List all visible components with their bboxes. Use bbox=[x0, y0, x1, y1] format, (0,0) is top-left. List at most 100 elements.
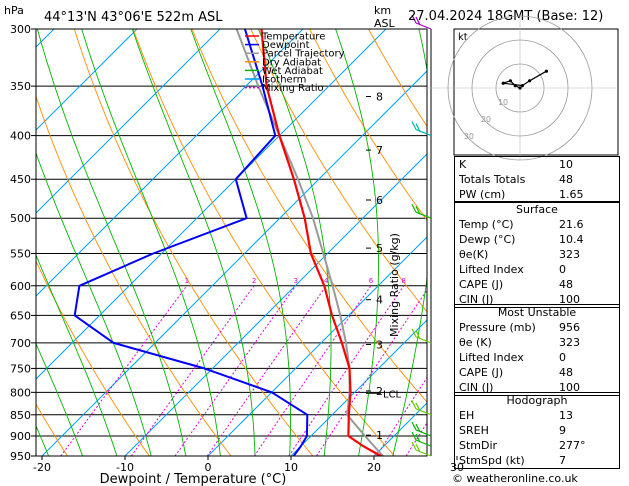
dry-adiabat bbox=[73, 29, 314, 456]
pressure-tick-label: 700 bbox=[10, 337, 31, 350]
legend-label: Dry Adiabat bbox=[262, 57, 321, 68]
plot-frame bbox=[35, 28, 428, 457]
hodograph-ring-label: 10 bbox=[498, 98, 508, 107]
index-row-totals: Totals Totals 48 bbox=[459, 173, 573, 186]
wind-barb bbox=[411, 421, 432, 437]
isotherm-line bbox=[36, 29, 138, 131]
asl-unit-label: ASL bbox=[374, 17, 396, 30]
pressure-tick-label: 450 bbox=[10, 173, 31, 186]
km-unit-label: km bbox=[374, 4, 391, 17]
pressure-tick-label: 800 bbox=[10, 386, 31, 399]
km-tick-label: 2 bbox=[376, 385, 383, 398]
temperature-tick-label: 20 bbox=[367, 461, 381, 474]
legend-label: Parcel Trajectory bbox=[262, 49, 345, 60]
surface-row: Lifted Index 0 bbox=[459, 263, 566, 276]
surface-title: Surface bbox=[516, 203, 558, 216]
temperature-line bbox=[260, 29, 384, 456]
dry-adiabat bbox=[191, 29, 427, 403]
wet-adiabat bbox=[36, 29, 187, 456]
mixing-ratio-line bbox=[316, 289, 427, 456]
surface-table: Surface Temp (°C) 21.6 Dewp (°C) 10.4 θe(K… bbox=[454, 201, 620, 308]
legend-label: Isotherm bbox=[262, 75, 306, 86]
pressure-tick-label: 950 bbox=[10, 450, 31, 463]
legend-label: Temperature bbox=[261, 32, 325, 43]
wind-barb bbox=[411, 14, 432, 30]
surface-row: θe(K) 323 bbox=[459, 248, 580, 261]
hodograph-ring-label: 20 bbox=[481, 115, 491, 124]
temperature-tick-label: 0 bbox=[205, 461, 212, 474]
pressure-tick-label: 850 bbox=[10, 409, 31, 422]
dry-adiabat bbox=[36, 403, 68, 456]
lcl-label: LCL bbox=[383, 389, 402, 400]
wet-adiabat bbox=[36, 151, 152, 456]
pressure-tick-label: 550 bbox=[10, 248, 31, 261]
hodograph: kt 10 20 30 bbox=[424, 15, 619, 161]
wet-adiabat bbox=[81, 29, 221, 456]
wet-adiabat bbox=[335, 29, 379, 456]
isotherm-line bbox=[36, 29, 221, 214]
hodograph-table-title: Hodograph bbox=[506, 394, 568, 407]
mixing-ratio-line bbox=[130, 285, 255, 456]
hodograph-point bbox=[501, 81, 505, 85]
dewpoint-line bbox=[73, 29, 309, 456]
isotherm-line bbox=[124, 153, 427, 456]
mixing-ratio-axis-title: Mixing Ratio (g/kg) bbox=[388, 233, 401, 337]
wet-adiabat bbox=[36, 342, 84, 456]
hodograph-row: StmSpd (kt) 7 bbox=[459, 454, 566, 467]
legend-label: Wet Adiabat bbox=[262, 66, 323, 77]
temperature-tick-label: 10 bbox=[284, 461, 298, 474]
most-unstable-row: CAPE (J) 48 bbox=[459, 366, 573, 379]
mixing-ratio-line bbox=[376, 376, 427, 456]
most-unstable-row: Pressure (mb) 956 bbox=[459, 321, 580, 334]
surface-row: CIN (J) 100 bbox=[459, 293, 580, 306]
mixing-ratio-line bbox=[174, 285, 297, 456]
pressure-tick-label: 300 bbox=[10, 23, 31, 36]
mixing-ratio-line bbox=[206, 285, 327, 456]
pressure-tick-label: 750 bbox=[10, 362, 31, 375]
temperature-tick-label: -20 bbox=[33, 461, 51, 474]
wind-barb bbox=[411, 431, 432, 447]
hodograph-point bbox=[513, 84, 517, 88]
dry-adiabat bbox=[250, 29, 427, 313]
isotherm-line bbox=[36, 29, 304, 297]
isotherm-line bbox=[207, 236, 427, 456]
km-tick-label: 7 bbox=[376, 144, 383, 157]
km-tick-label: 5 bbox=[376, 242, 383, 255]
x-axis-title: Dewpoint / Temperature (°C) bbox=[100, 472, 287, 486]
hodograph-point bbox=[518, 86, 522, 90]
wind-barb bbox=[411, 441, 432, 457]
mixing-ratio-tick-label: 6 bbox=[369, 277, 374, 285]
mixing-ratio-tick-label: 1 bbox=[185, 277, 189, 285]
hodograph-point bbox=[520, 84, 525, 88]
wet-adiabat bbox=[36, 254, 118, 456]
wet-adiabat bbox=[392, 29, 427, 456]
mixing-ratio-line bbox=[60, 285, 188, 456]
mixing-ratio-tick-label: 8 bbox=[402, 277, 406, 285]
pressure-tick-label: 900 bbox=[10, 430, 31, 443]
hodograph-point bbox=[528, 79, 532, 83]
km-tick-label: 3 bbox=[376, 338, 383, 351]
hodograph-row: SREH 9 bbox=[459, 424, 566, 437]
km-tick-label: 4 bbox=[376, 294, 383, 307]
wind-barb bbox=[411, 400, 432, 416]
pressure-tick-label: 650 bbox=[10, 309, 31, 322]
dry-adiabat bbox=[36, 95, 232, 456]
isotherm-line bbox=[623, 29, 629, 456]
hodograph-frame bbox=[453, 28, 619, 156]
wind-barb bbox=[411, 203, 432, 219]
hpa-unit-label: hPa bbox=[4, 4, 24, 17]
wet-adiabat bbox=[36, 424, 50, 456]
pressure-tick-label: 500 bbox=[10, 212, 31, 225]
km-tick-label: 8 bbox=[376, 91, 383, 104]
mixing-ratio-tick-label: 4 bbox=[324, 277, 329, 285]
legend-label: Mixing Ratio bbox=[262, 83, 324, 94]
most-unstable-table: Most Unstable Pressure (mb) 956 θe (K) 323… bbox=[454, 304, 620, 396]
hodograph-ring-label: 30 bbox=[464, 132, 474, 141]
km-tick-label: 6 bbox=[376, 194, 383, 207]
most-unstable-row: θe (K) 323 bbox=[459, 336, 580, 349]
mixing-ratio-line bbox=[288, 285, 405, 456]
temperature-tick-label: -10 bbox=[116, 461, 134, 474]
temperature-tick-label: 30 bbox=[450, 461, 464, 474]
isotherm-line bbox=[36, 29, 387, 380]
surface-row: Temp (°C) 21.6 bbox=[459, 218, 584, 231]
